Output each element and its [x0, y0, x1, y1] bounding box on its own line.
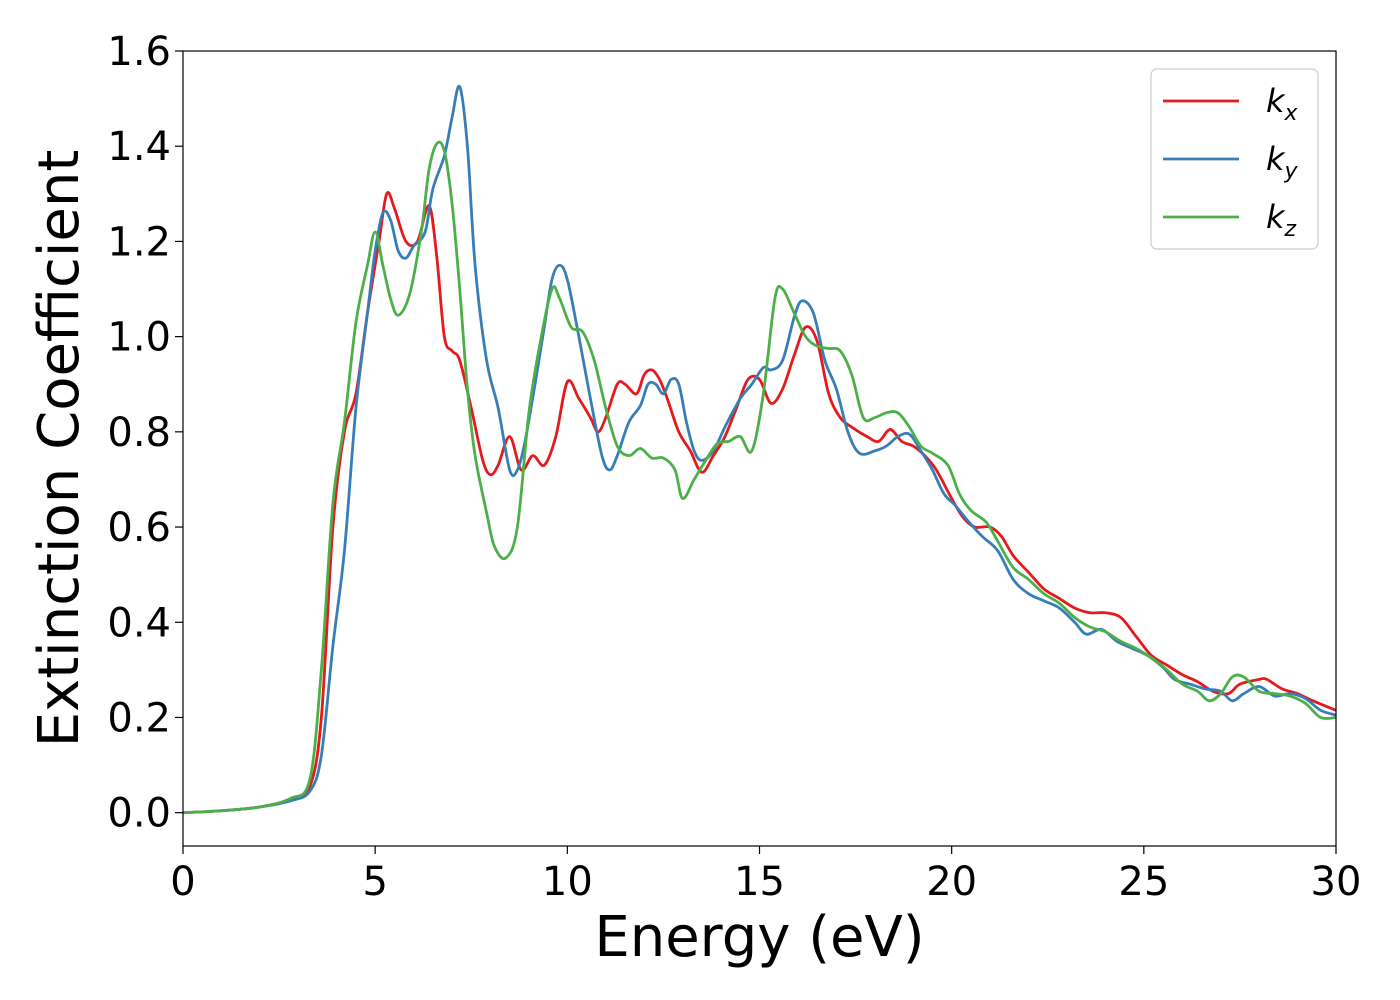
y-tick-label: 0.2 — [107, 695, 171, 741]
x-tick-label: 5 — [362, 859, 387, 905]
y-tick-label: 1.0 — [107, 315, 171, 361]
y-axis-label: Extinction Coefficient — [27, 150, 92, 748]
legend-label-x: kx — [1266, 82, 1299, 126]
x-tick-label: 20 — [926, 859, 977, 905]
series-line-x — [183, 191, 1336, 815]
legend-label-y: ky — [1266, 140, 1299, 184]
legend-label-subscript: y — [1284, 159, 1299, 184]
y-tick-label: 1.4 — [107, 124, 171, 170]
y-tick-label: 0.8 — [107, 410, 171, 456]
legend-label-z: kz — [1266, 198, 1297, 242]
x-tick-label: 15 — [734, 859, 785, 905]
x-axis-label: Energy (eV) — [594, 905, 924, 970]
y-tick-label: 1.2 — [107, 219, 171, 265]
x-axis-ticks: 0 5 10 15 20 25 30 — [170, 846, 1361, 905]
y-tick-label: 0.0 — [107, 791, 171, 837]
x-tick-label: 10 — [542, 859, 593, 905]
legend-label-base: k — [1266, 140, 1286, 178]
y-axis-ticks: 0.0 0.2 0.4 0.6 0.8 1.0 1.2 1.4 1.6 — [107, 29, 183, 837]
x-tick-label: 30 — [1311, 859, 1362, 905]
legend-label-base: k — [1266, 82, 1286, 120]
x-tick-label: 25 — [1118, 859, 1169, 905]
series-layer — [183, 84, 1336, 815]
y-tick-label: 1.6 — [107, 29, 171, 75]
y-tick-label: 0.4 — [107, 600, 171, 646]
legend-label-base: k — [1266, 198, 1286, 236]
x-tick-label: 0 — [170, 859, 195, 905]
legend-label-subscript: x — [1284, 101, 1299, 126]
series-line-z — [183, 140, 1336, 815]
legend-label-subscript: z — [1284, 217, 1297, 242]
y-tick-label: 0.6 — [107, 505, 171, 551]
